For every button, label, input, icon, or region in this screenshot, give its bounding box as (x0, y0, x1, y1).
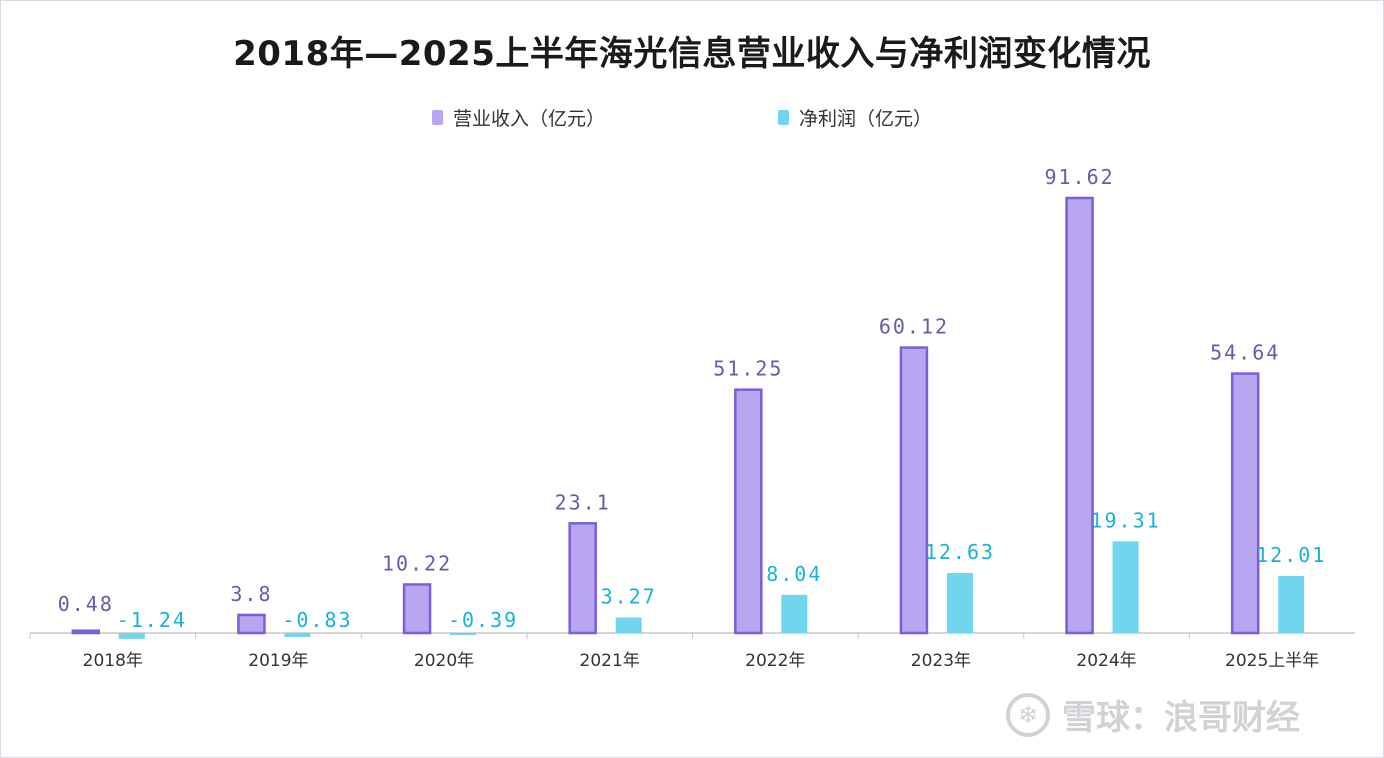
profit-bar (946, 573, 973, 633)
legend-swatch-profit (778, 109, 789, 125)
chart-legend: 营业收入（亿元） 净利润（亿元） (0, 103, 1384, 131)
profit-bar (284, 633, 311, 637)
revenue-value-label: 23.1 (555, 490, 611, 514)
x-tick-label: 2025上半年 (1225, 651, 1319, 671)
revenue-bar (1230, 372, 1260, 635)
x-tick-label: 2018年 (83, 651, 143, 671)
profit-bar (781, 594, 808, 633)
profit-value-label: -0.83 (282, 608, 352, 632)
revenue-value-label: 0.48 (58, 592, 114, 616)
profit-bar (1278, 575, 1305, 633)
legend-label-profit: 净利润（亿元） (799, 107, 933, 130)
legend-item-revenue: 营业收入（亿元） (432, 103, 605, 131)
revenue-value-label: 60.12 (879, 315, 949, 339)
revenue-value-label: 10.22 (382, 551, 452, 575)
revenue-bar (568, 522, 597, 635)
x-tick-label: 2023年 (911, 651, 971, 671)
legend-swatch-revenue (432, 109, 443, 125)
revenue-bar (402, 583, 432, 635)
legend-item-profit: 净利润（亿元） (778, 103, 932, 131)
x-tick-label: 2022年 (745, 651, 805, 671)
xueqiu-logo-icon: ❄ (1006, 692, 1050, 737)
revenue-value-label: 91.62 (1044, 165, 1114, 189)
profit-bar (1112, 541, 1139, 633)
revenue-value-label: 3.8 (230, 582, 272, 606)
x-tick-label: 2020年 (414, 651, 474, 671)
revenue-bar (734, 388, 763, 635)
revenue-value-label: 51.25 (713, 357, 783, 381)
revenue-bar (899, 346, 929, 635)
profit-value-label: -0.39 (448, 608, 518, 632)
legend-label-revenue: 营业收入（亿元） (453, 107, 606, 130)
profit-value-label: 8.04 (766, 562, 822, 586)
watermark: ❄ 雪球：浪哥财经 (1006, 690, 1300, 739)
profit-bar (450, 633, 477, 635)
chart-title: 2018年—2025上半年海光信息营业收入与净利润变化情况 (233, 34, 1151, 74)
revenue-bar (71, 629, 101, 635)
profit-value-label: 12.63 (925, 540, 995, 564)
watermark-text: 雪球：浪哥财经 (1062, 698, 1300, 738)
x-tick-label: 2021年 (580, 651, 640, 671)
profit-bar (118, 633, 145, 639)
profit-value-label: 12.01 (1256, 543, 1326, 567)
profit-value-label: 3.27 (601, 584, 657, 608)
revenue-bar (1065, 196, 1094, 635)
revenue-bar (237, 613, 266, 635)
profit-value-label: -1.24 (117, 608, 187, 632)
profit-value-label: 19.31 (1090, 508, 1160, 532)
x-tick-label: 2019年 (248, 651, 308, 671)
profit-bar (615, 617, 642, 633)
x-tick-label: 2024年 (1076, 651, 1136, 671)
revenue-value-label: 54.64 (1210, 341, 1280, 365)
